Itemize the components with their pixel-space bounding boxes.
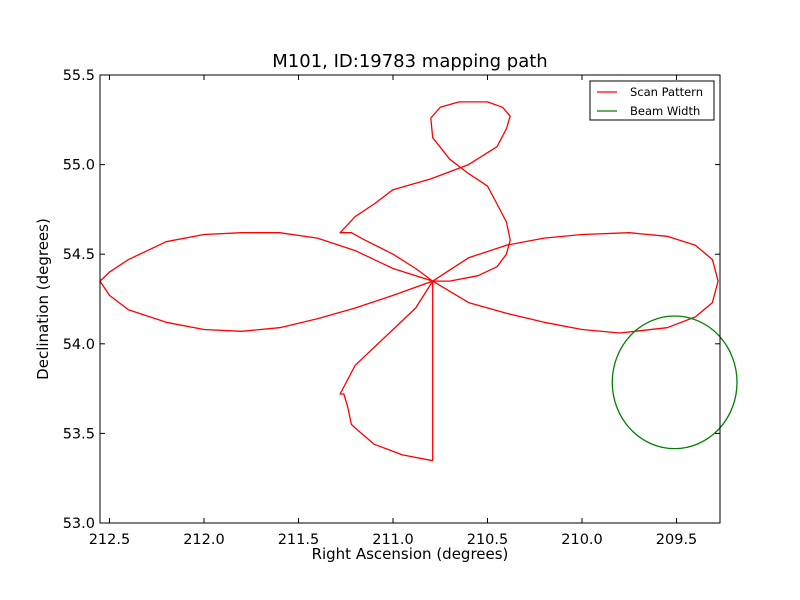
plot-background	[100, 75, 720, 523]
x-tick-label: 212.0	[183, 532, 225, 548]
x-tick-label: 212.5	[89, 532, 131, 548]
series-beam-width	[611, 315, 738, 450]
y-tick-label: 53.5	[63, 426, 95, 442]
legend: Scan Pattern Beam Width	[589, 80, 715, 121]
legend-box	[589, 80, 715, 121]
x-axis: 212.5 212.0 211.5 211.0 210.5 210.0 209.5	[89, 75, 698, 548]
legend-label-beam-width: Beam Width	[630, 104, 700, 118]
y-tick-label: 55.0	[63, 158, 95, 174]
y-tick-label: 55.5	[63, 68, 95, 84]
x-tick-label: 210.5	[467, 532, 509, 548]
y-tick-label: 54.0	[63, 337, 95, 353]
y-axis-label: Declination (degrees)	[34, 218, 52, 380]
x-tick-label: 210.0	[561, 532, 603, 548]
legend-label-scan-pattern: Scan Pattern	[630, 85, 703, 99]
x-tick-label: 209.5	[656, 532, 698, 548]
series-layer	[99, 101, 738, 461]
y-tick-label: 54.5	[63, 247, 95, 263]
x-axis-label: Right Ascension (degrees)	[312, 545, 509, 563]
plot-area	[99, 74, 738, 524]
y-axis: 53.0 53.5 54.0 54.5 55.0 55.5	[63, 68, 720, 532]
x-tick-label: 211.5	[278, 532, 320, 548]
x-tick-label: 211.0	[372, 532, 414, 548]
series-scan-pattern	[99, 101, 719, 461]
chart-title: M101, ID:19783 mapping path	[272, 51, 547, 72]
y-tick-label: 53.0	[63, 516, 95, 532]
plot-frame	[99, 74, 721, 524]
